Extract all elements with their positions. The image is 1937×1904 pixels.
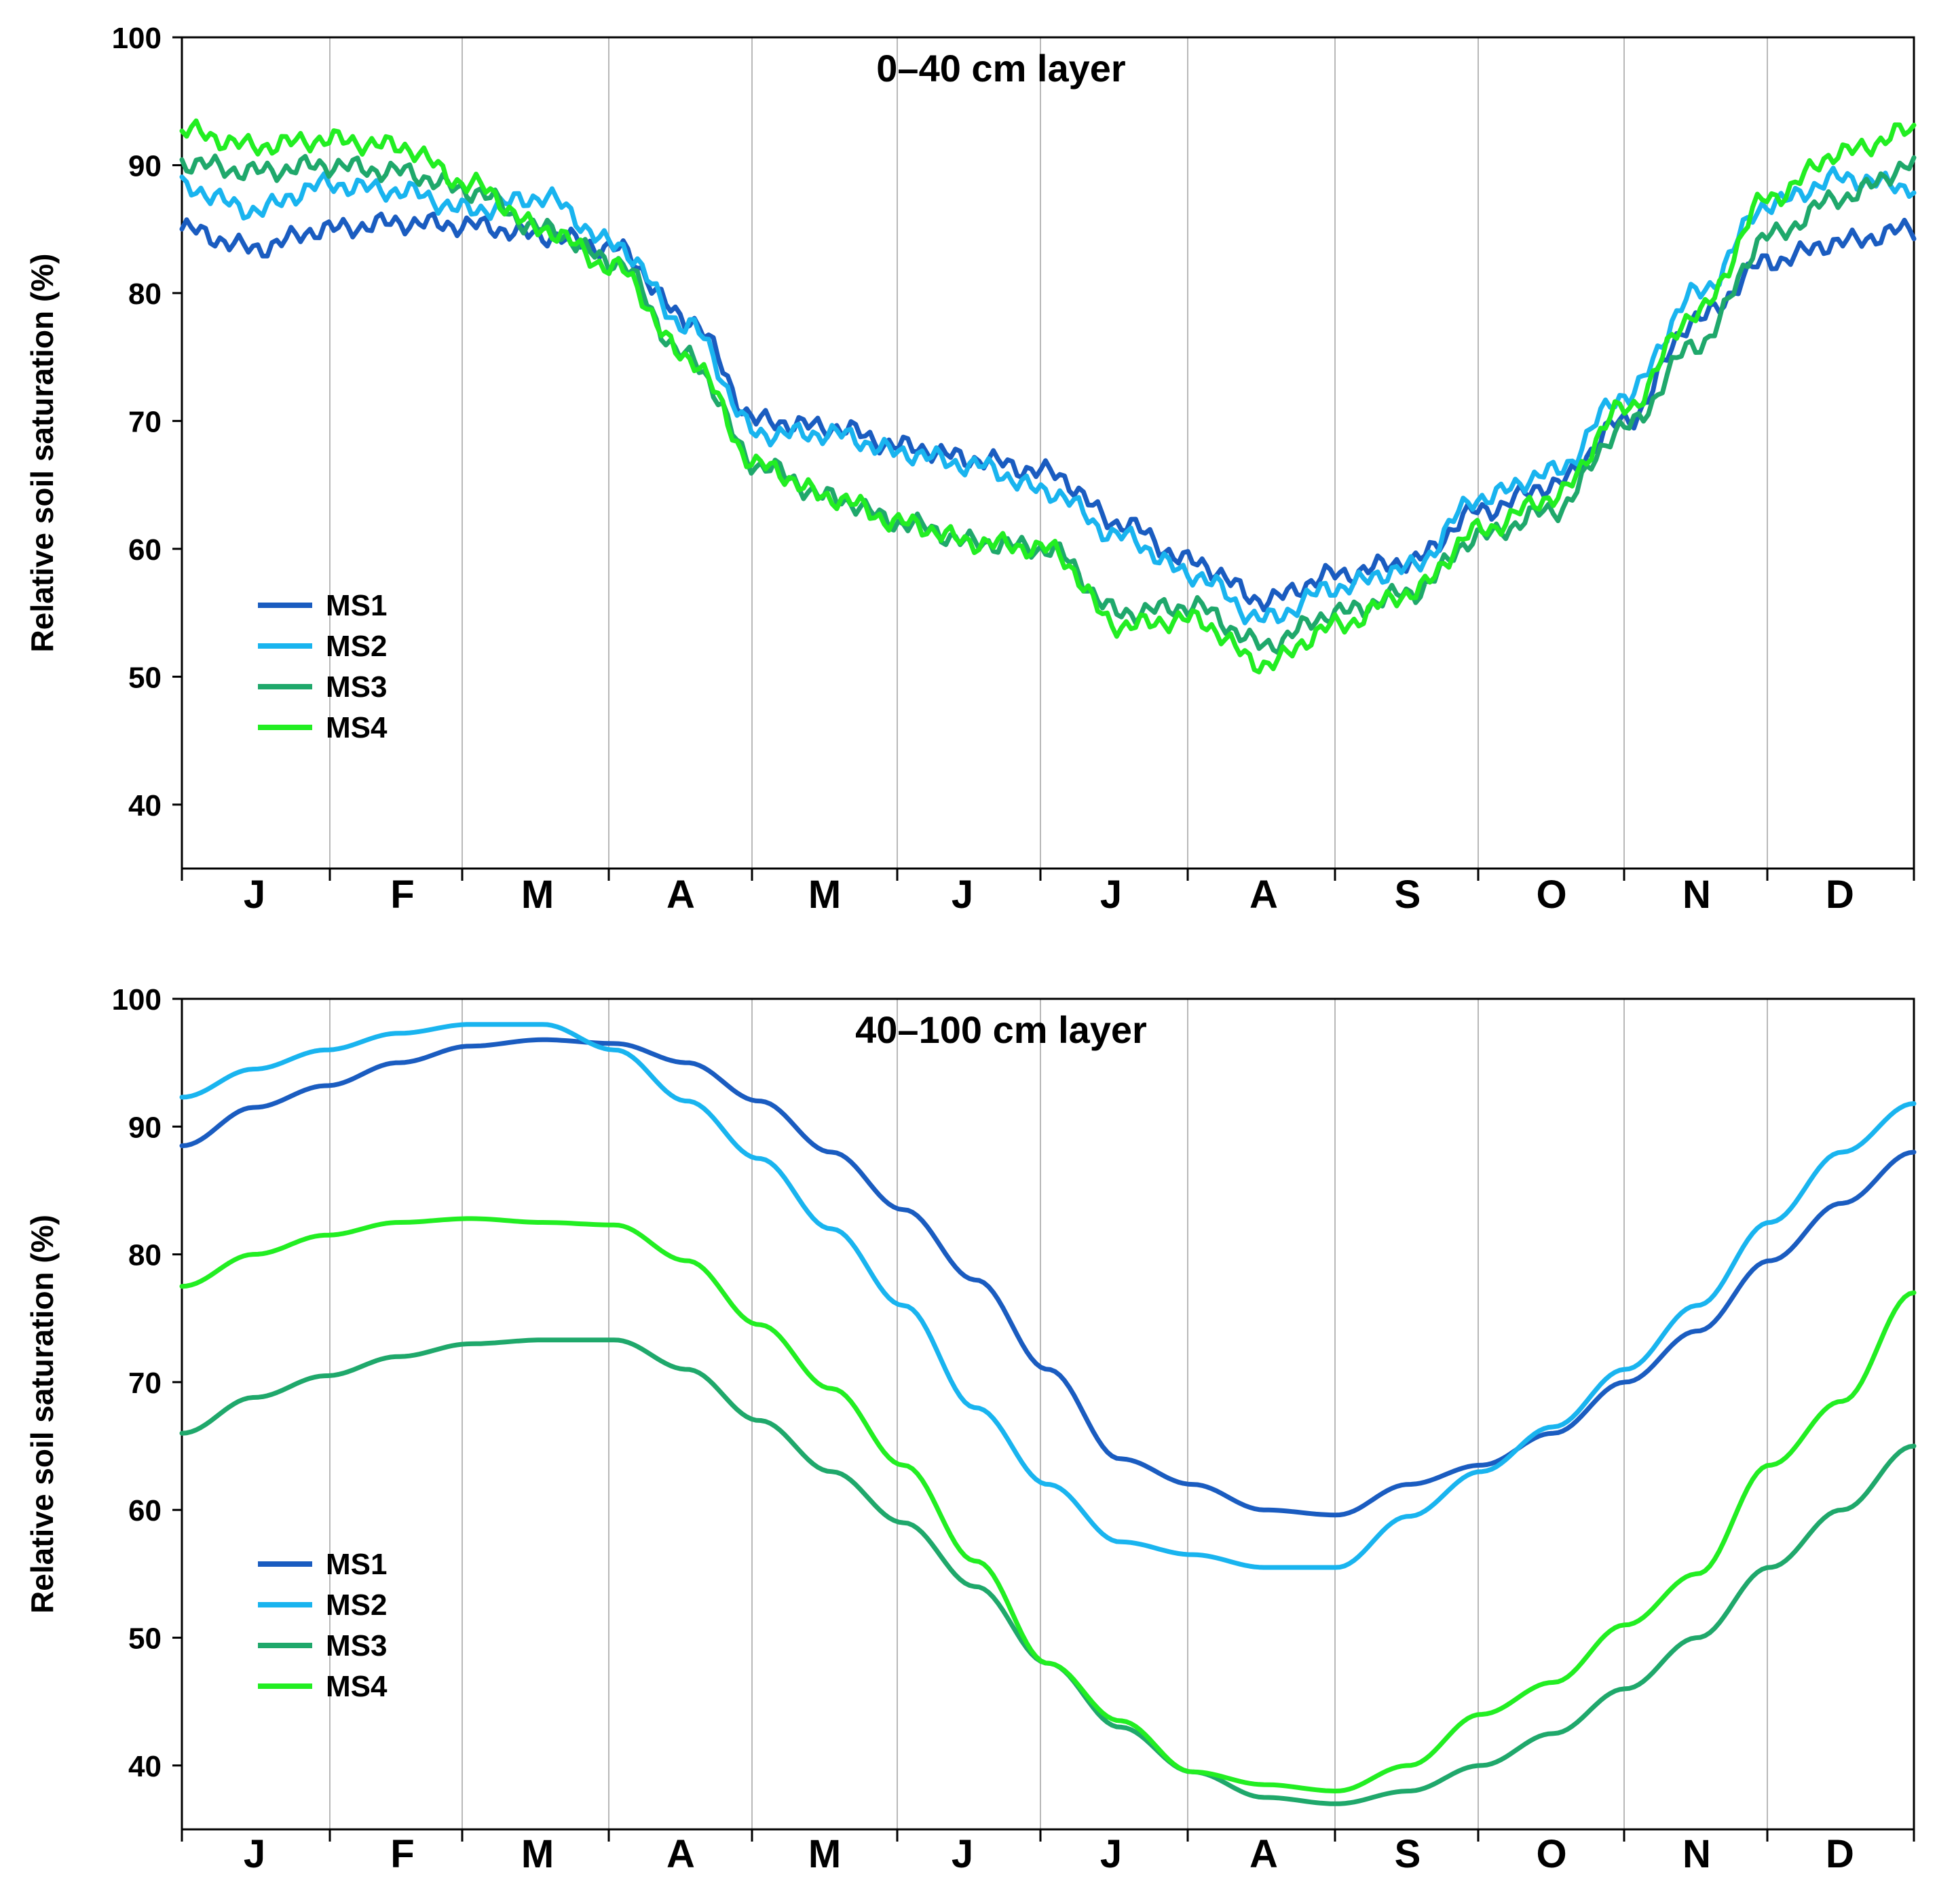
legend-label-ms1: MS1 xyxy=(326,1548,387,1581)
y-tick-label: 70 xyxy=(128,405,162,438)
month-label: A xyxy=(666,1832,695,1876)
plot-frame xyxy=(181,36,1915,870)
month-label: M xyxy=(521,873,554,917)
y-tick-label: 80 xyxy=(128,1239,162,1272)
y-tick-label: 90 xyxy=(128,1111,162,1144)
y-tick-label: 80 xyxy=(128,278,162,311)
month-label: F xyxy=(390,873,414,917)
month-label: A xyxy=(666,873,695,917)
month-label: O xyxy=(1536,1832,1566,1876)
legend-label-ms2: MS2 xyxy=(326,630,387,663)
y-tick-label: 60 xyxy=(128,1494,162,1527)
month-label: F xyxy=(390,1832,414,1876)
month-label: D xyxy=(1826,1832,1854,1876)
y-tick-label: 50 xyxy=(128,661,162,694)
series-line-ms4 xyxy=(179,118,1917,674)
month-label: O xyxy=(1536,873,1566,917)
series-line-ms2 xyxy=(179,1022,1917,1570)
y-tick-label: 50 xyxy=(128,1622,162,1656)
y-tick-label: 40 xyxy=(128,789,162,822)
month-label: M xyxy=(521,1832,554,1876)
month-label: M xyxy=(808,873,841,917)
month-label: J xyxy=(1100,1832,1122,1876)
y-tick-label: 40 xyxy=(128,1750,162,1783)
month-label: J xyxy=(244,873,265,917)
month-label: A xyxy=(1249,1832,1278,1876)
chart-title: 0–40 cm layer xyxy=(876,47,1125,90)
panel-40-100cm: 40 50 60 70 80 90 100 J F M A M J J A S O N D Relative soil… xyxy=(24,983,1917,1876)
month-label: M xyxy=(808,1832,841,1876)
y-tick-label: 70 xyxy=(128,1367,162,1400)
month-label: S xyxy=(1395,1832,1421,1876)
y-tick-label: 90 xyxy=(128,149,162,183)
month-label: N xyxy=(1682,873,1711,917)
series-line-ms1 xyxy=(179,1037,1917,1518)
y-axis-label: Relative soil saturation (%) xyxy=(24,1215,60,1614)
legend-label-ms3: MS3 xyxy=(326,670,387,704)
month-label: S xyxy=(1395,873,1421,917)
y-tick-label: 60 xyxy=(128,533,162,567)
legend-label-ms4: MS4 xyxy=(326,711,388,744)
month-label: J xyxy=(1100,873,1122,917)
y-axis-label: Relative soil saturation (%) xyxy=(24,254,60,653)
legend-label-ms1: MS1 xyxy=(326,589,387,622)
chart-title: 40–100 cm layer xyxy=(855,1008,1147,1051)
month-label: N xyxy=(1682,1832,1711,1876)
series-line-ms4 xyxy=(179,1216,1917,1793)
legend-label-ms4: MS4 xyxy=(326,1670,388,1703)
panel-0-40cm: 40 50 60 70 80 90 100 J F M A M J J A S O N D Relative soil… xyxy=(24,22,1917,917)
plot-frame xyxy=(181,997,1915,1831)
y-tick-label: 100 xyxy=(112,983,162,1016)
month-label: A xyxy=(1249,873,1278,917)
month-label: J xyxy=(952,1832,973,1876)
y-tick-label: 100 xyxy=(112,22,162,55)
series-line-ms3 xyxy=(179,153,1917,655)
series-line-ms2 xyxy=(179,166,1917,626)
month-label: J xyxy=(952,873,973,917)
month-label: J xyxy=(244,1832,265,1876)
month-label: D xyxy=(1826,873,1854,917)
legend-label-ms2: MS2 xyxy=(326,1588,387,1622)
legend-label-ms3: MS3 xyxy=(326,1629,387,1662)
